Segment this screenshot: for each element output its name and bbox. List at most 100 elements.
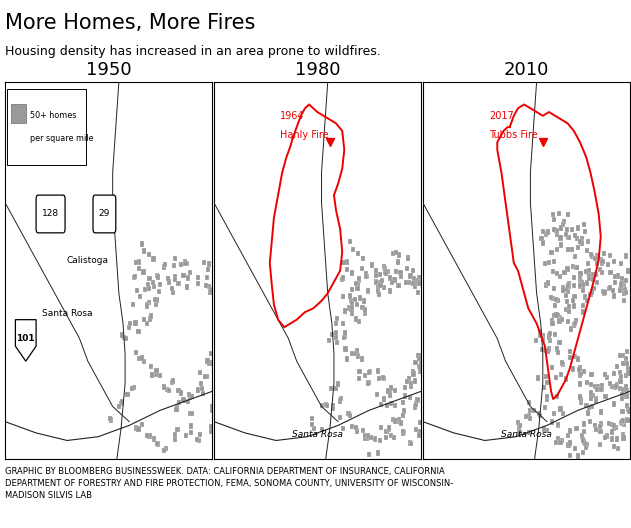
Bar — [625, 403, 629, 408]
Bar — [155, 441, 159, 446]
Bar — [591, 277, 595, 282]
Bar — [581, 303, 585, 308]
Bar — [624, 373, 628, 378]
Bar — [627, 370, 630, 375]
Bar — [399, 420, 403, 426]
Bar — [598, 424, 602, 429]
Bar — [542, 426, 546, 431]
Bar — [209, 408, 214, 413]
Bar — [540, 346, 545, 352]
Bar — [612, 259, 616, 264]
Bar — [389, 401, 394, 406]
Bar — [362, 298, 367, 304]
Bar — [206, 284, 211, 289]
Text: 1964: 1964 — [280, 111, 305, 121]
Bar — [620, 276, 624, 281]
Bar — [208, 361, 211, 366]
Bar — [587, 276, 591, 281]
Bar — [419, 359, 423, 364]
Text: 2010: 2010 — [504, 61, 549, 79]
Bar — [350, 301, 355, 306]
Bar — [196, 388, 200, 393]
Bar — [591, 289, 594, 295]
Bar — [184, 433, 189, 438]
Bar — [538, 329, 542, 334]
Bar — [581, 450, 585, 455]
Text: Tubbs Fire: Tubbs Fire — [489, 130, 538, 140]
Bar — [555, 228, 558, 233]
Bar — [355, 348, 359, 354]
Bar — [140, 421, 144, 427]
Bar — [418, 367, 423, 372]
Bar — [603, 290, 606, 295]
Bar — [128, 321, 132, 326]
Bar — [585, 248, 589, 253]
Bar — [330, 332, 334, 337]
Text: 29: 29 — [98, 210, 110, 219]
Bar — [331, 403, 335, 408]
Bar — [152, 284, 156, 289]
Bar — [585, 280, 589, 286]
Bar — [204, 283, 208, 288]
Bar — [620, 286, 625, 291]
Bar — [188, 394, 192, 400]
Bar — [608, 253, 611, 259]
Bar — [562, 286, 566, 291]
Bar — [577, 394, 582, 400]
Bar — [567, 304, 570, 309]
Bar — [556, 423, 560, 428]
Bar — [552, 411, 557, 417]
Bar — [593, 256, 597, 261]
Bar — [403, 385, 407, 390]
Bar — [357, 250, 360, 256]
Bar — [413, 284, 417, 289]
Bar — [610, 429, 615, 435]
Bar — [603, 393, 608, 399]
Bar — [542, 385, 546, 390]
Bar — [582, 222, 586, 228]
Bar — [179, 262, 184, 267]
Bar — [517, 430, 522, 435]
Bar — [588, 419, 593, 424]
Bar — [587, 268, 591, 274]
Bar — [184, 260, 187, 266]
Bar — [576, 244, 581, 250]
Bar — [391, 251, 394, 256]
Bar — [584, 445, 588, 450]
Text: 101: 101 — [16, 334, 35, 343]
Bar — [406, 256, 410, 261]
Bar — [556, 436, 560, 441]
Bar — [390, 280, 394, 285]
Bar — [350, 305, 354, 310]
Bar — [414, 427, 418, 432]
Bar — [377, 280, 381, 285]
Bar — [122, 335, 126, 340]
Bar — [129, 385, 134, 391]
Bar — [556, 422, 560, 427]
Bar — [182, 272, 186, 278]
Bar — [618, 379, 623, 384]
Text: Santa Rosa: Santa Rosa — [501, 430, 551, 439]
Bar — [385, 403, 389, 409]
Bar — [209, 351, 213, 356]
Bar — [580, 433, 584, 439]
FancyBboxPatch shape — [36, 195, 65, 233]
Bar — [622, 278, 626, 284]
Bar — [173, 432, 177, 437]
Bar — [600, 386, 604, 392]
Bar — [555, 393, 559, 399]
Bar — [625, 417, 629, 422]
Bar — [155, 368, 158, 373]
Bar — [572, 275, 576, 280]
Bar — [411, 268, 415, 273]
Bar — [554, 374, 558, 380]
Bar — [357, 319, 362, 324]
Bar — [553, 440, 558, 445]
Bar — [418, 369, 422, 374]
Bar — [396, 419, 400, 424]
Bar — [148, 316, 152, 322]
Bar — [353, 351, 357, 356]
Bar — [173, 437, 177, 442]
Bar — [625, 418, 630, 423]
Text: More Homes, More Fires: More Homes, More Fires — [5, 13, 256, 33]
